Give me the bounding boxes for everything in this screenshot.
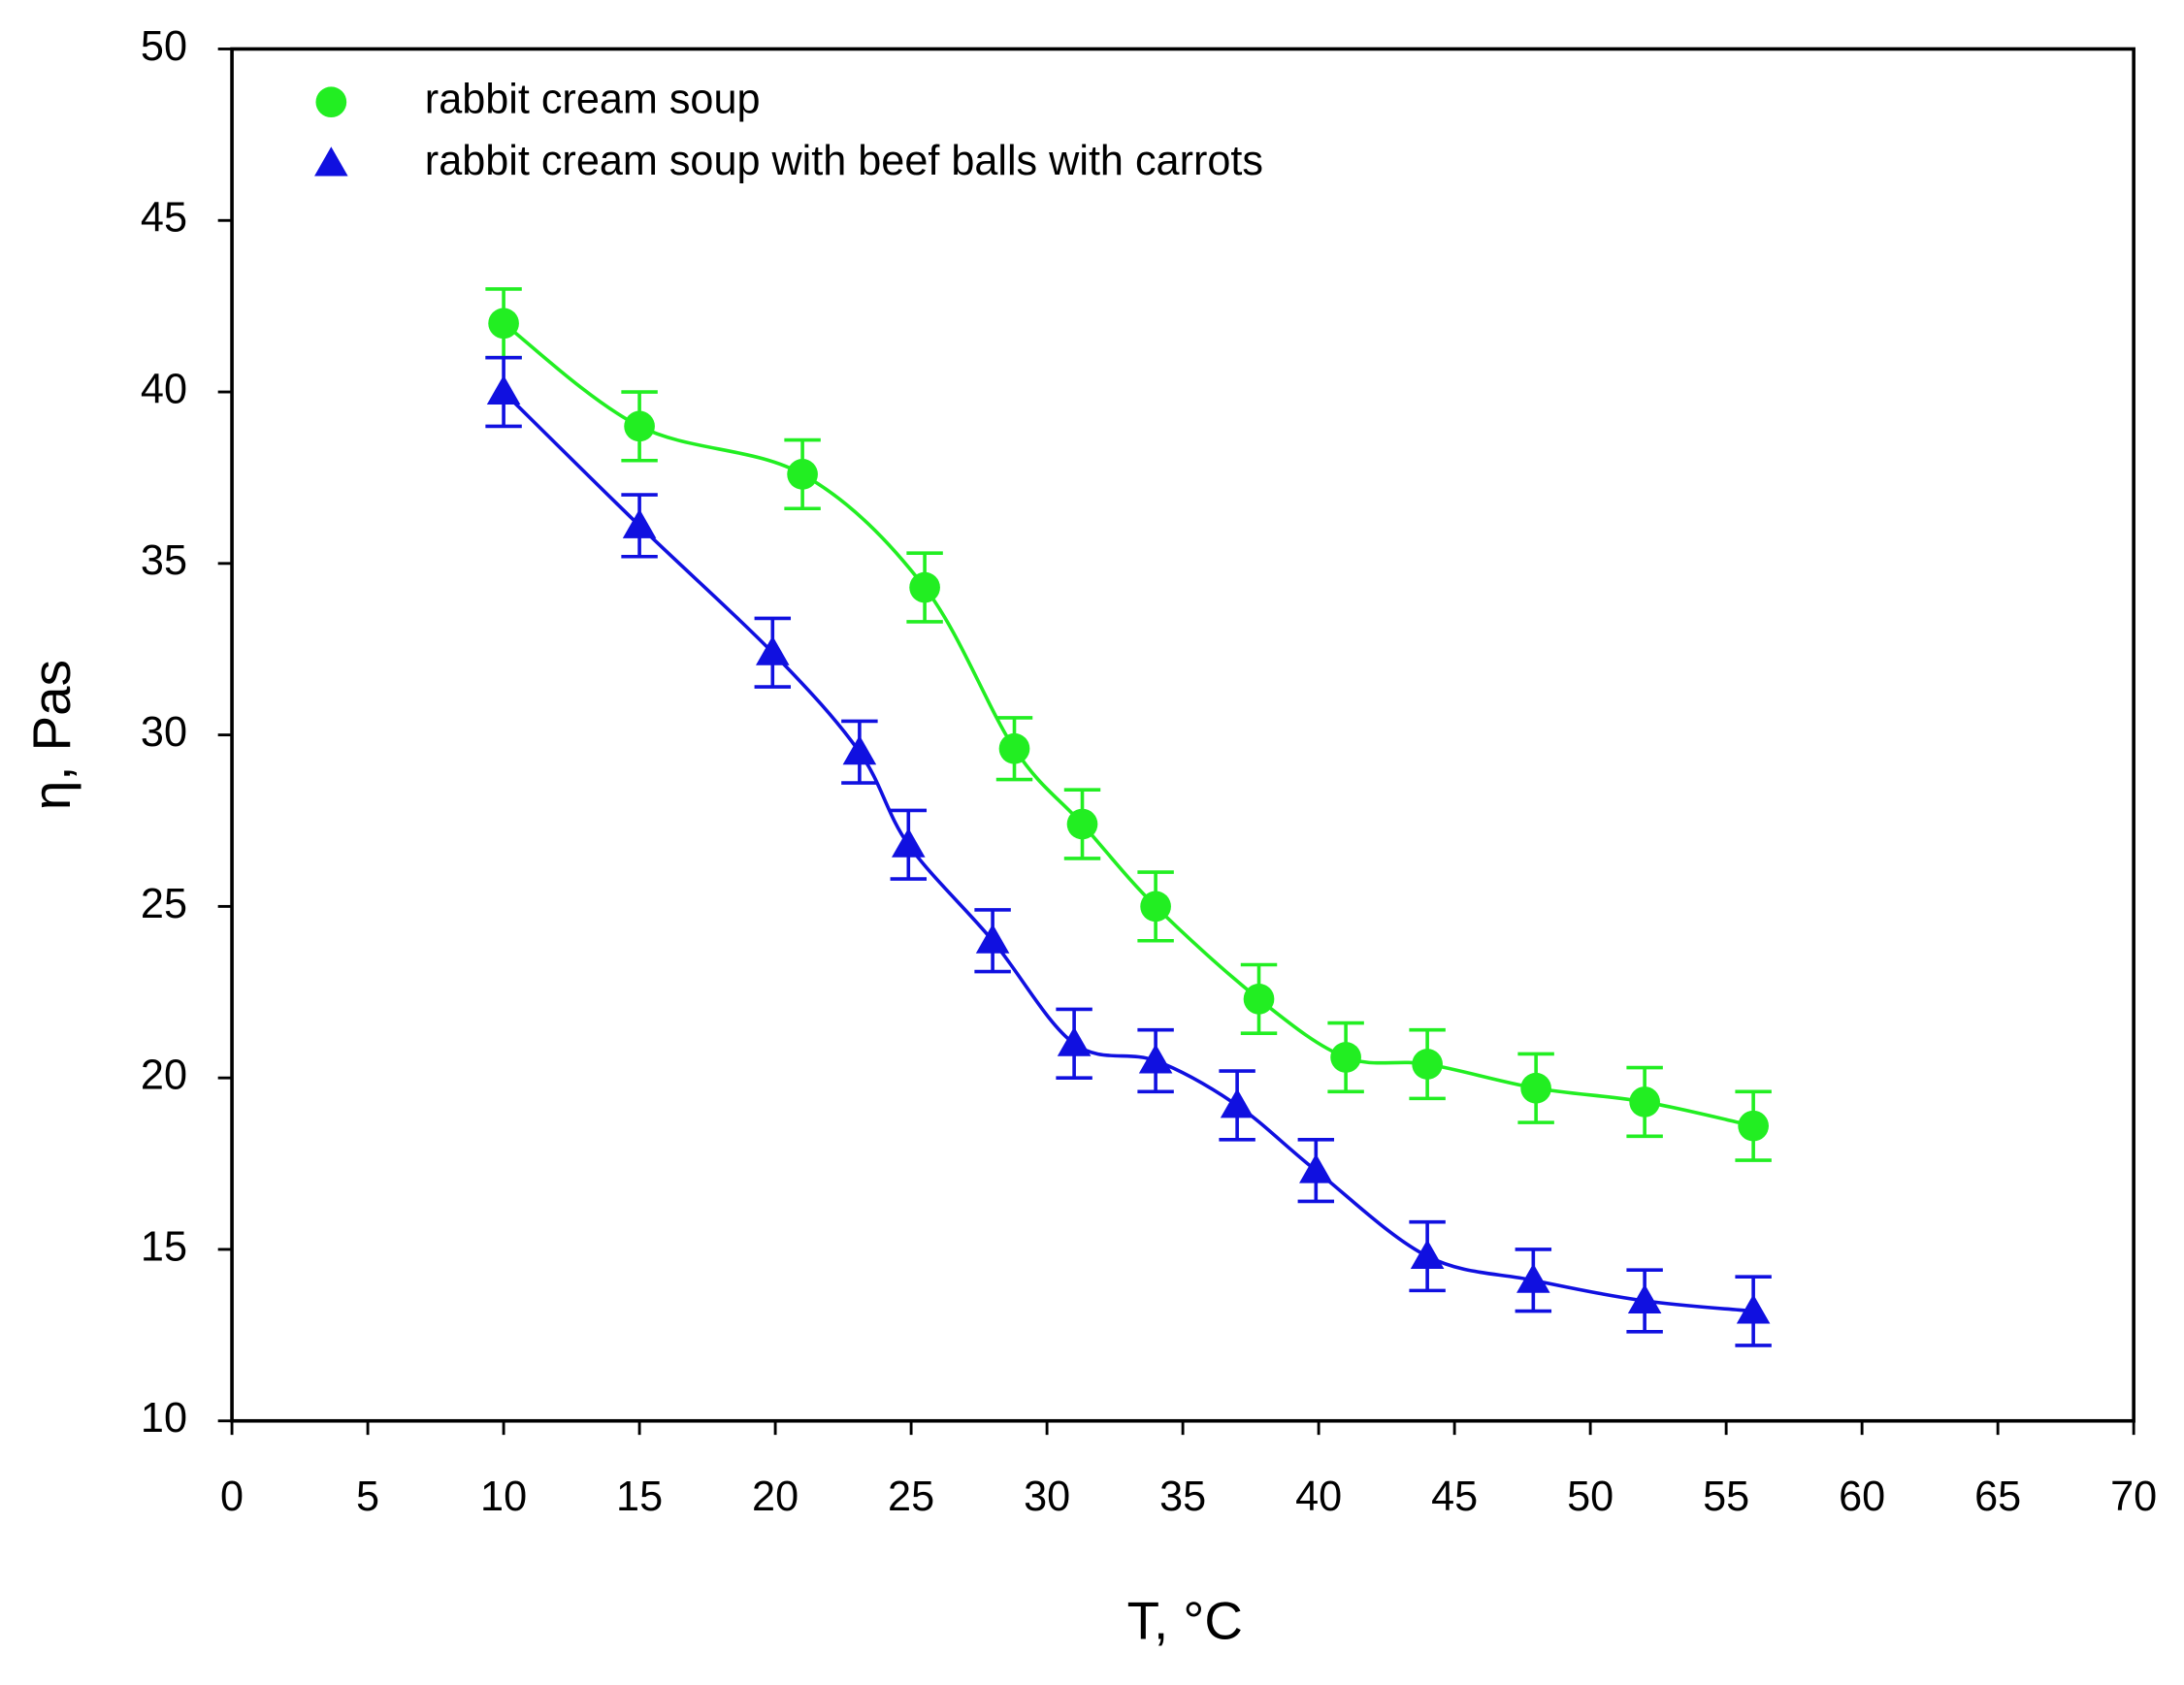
marker: [1736, 1294, 1771, 1324]
x-tick-label: 25: [888, 1474, 934, 1520]
marker: [488, 308, 519, 340]
marker: [1140, 891, 1171, 923]
x-tick-label: 20: [752, 1474, 799, 1520]
marker: [1057, 1026, 1092, 1056]
marker: [1520, 1072, 1551, 1104]
marker: [1330, 1042, 1361, 1073]
x-tick-label: 35: [1159, 1474, 1206, 1520]
marker: [787, 459, 818, 490]
x-tick-label: 70: [2110, 1474, 2157, 1520]
y-tick-label: 50: [141, 23, 187, 70]
x-tick-label: 65: [1974, 1474, 2021, 1520]
x-tick-label: 0: [220, 1474, 244, 1520]
marker: [1627, 1283, 1662, 1313]
y-tick-label: 30: [141, 709, 187, 756]
marker: [756, 635, 790, 665]
marker: [1410, 1239, 1445, 1269]
x-tick-label: 50: [1567, 1474, 1614, 1520]
marker: [909, 571, 940, 603]
x-tick-label: 5: [356, 1474, 379, 1520]
marker: [998, 732, 1030, 764]
y-tick-label: 45: [141, 195, 187, 242]
marker: [1738, 1110, 1769, 1142]
x-tick-label: 10: [480, 1474, 527, 1520]
x-tick-label: 45: [1431, 1474, 1478, 1520]
x-axis-label: T, °C: [1127, 1590, 1243, 1650]
x-tick-label: 60: [1839, 1474, 1885, 1520]
y-tick-label: 15: [141, 1223, 187, 1270]
marker: [1243, 984, 1275, 1015]
y-tick-label: 25: [141, 881, 187, 927]
marker: [975, 924, 1010, 954]
marker: [624, 410, 655, 442]
x-tick-label: 30: [1024, 1474, 1070, 1520]
marker: [1629, 1086, 1660, 1118]
marker: [1138, 1044, 1173, 1074]
marker: [622, 508, 657, 538]
x-tick-label: 55: [1703, 1474, 1749, 1520]
y-axis-label: η, Pas: [21, 660, 81, 810]
marker: [1299, 1153, 1333, 1183]
legend-marker: [314, 146, 348, 177]
legend-marker: [315, 86, 347, 118]
y-tick-label: 20: [141, 1053, 187, 1099]
fit-line: [502, 321, 1754, 1128]
legend-label: rabbit cream soup with beef balls with c…: [425, 138, 1263, 184]
y-tick-label: 35: [141, 537, 187, 584]
x-tick-label: 40: [1295, 1474, 1342, 1520]
marker: [892, 827, 926, 858]
marker: [486, 374, 521, 405]
y-tick-label: 40: [141, 366, 187, 412]
marker: [1066, 808, 1098, 840]
marker: [1412, 1049, 1443, 1080]
x-tick-label: 15: [616, 1474, 663, 1520]
marker: [1516, 1263, 1550, 1293]
marker: [1220, 1088, 1255, 1118]
marker: [842, 735, 877, 765]
legend-label: rabbit cream soup: [425, 77, 761, 123]
plot-frame: [230, 47, 2135, 1423]
fit-line: [502, 390, 1754, 1313]
y-tick-label: 10: [141, 1395, 187, 1442]
